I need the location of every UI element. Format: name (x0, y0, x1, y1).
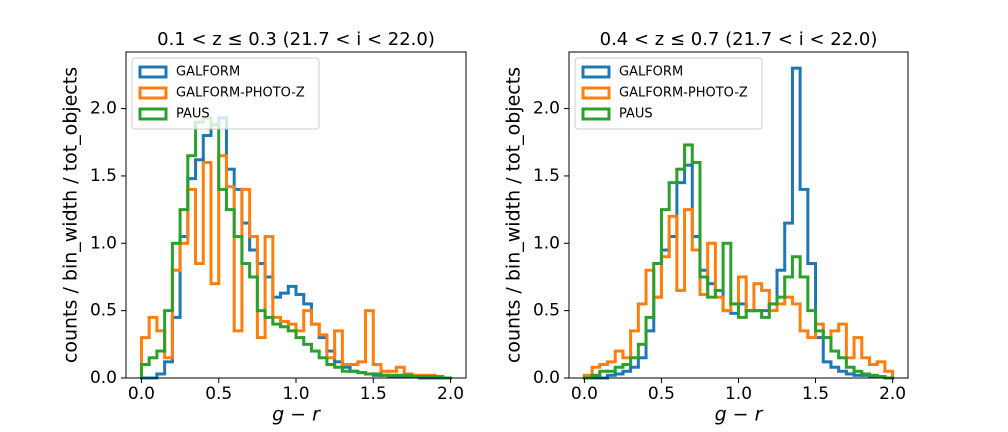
x-tick-label: 0.5 (648, 384, 675, 404)
y-axis-label: counts / bin_width / tot_objects (60, 67, 82, 363)
y-tick-label: 1.0 (90, 233, 117, 253)
y-tick-label: 0.5 (90, 301, 117, 321)
legend-box (131, 57, 320, 130)
x-tick-label: 1.0 (725, 384, 752, 404)
legend-label: PAUS (619, 107, 653, 122)
x-tick-label: 1.5 (360, 384, 387, 404)
x-tick-label: 1.5 (802, 384, 829, 404)
plot (139, 116, 453, 380)
chart-title: 0.4 < z ≤ 0.7 (21.7 < i < 22.0) (600, 29, 878, 50)
x-tick-label: 2.0 (879, 384, 906, 404)
legend-swatch (138, 65, 168, 79)
legend-label: GALFORM (176, 65, 240, 80)
y-tick-label: 2.0 (90, 99, 117, 119)
y-tick-label: 0.0 (533, 368, 560, 388)
x-tick-label: 1.0 (282, 384, 309, 404)
x-tick-label: 0.5 (205, 384, 232, 404)
y-tick-label: 1.0 (533, 233, 560, 253)
x-tick-label: 0.0 (128, 384, 155, 404)
x-tick-label: 0.0 (571, 384, 598, 404)
y-tick-label: 0.0 (90, 368, 117, 388)
y-tick-label: 1.5 (90, 166, 117, 186)
legend-label: GALFORM (619, 65, 683, 80)
legend-label: GALFORM-PHOTO-Z (619, 86, 748, 101)
plot (582, 66, 895, 380)
legend-swatch (581, 107, 611, 121)
x-axis-label: g − r (715, 404, 764, 426)
legend-swatch (138, 86, 168, 100)
x-axis-label: g − r (272, 404, 321, 426)
chart-title: 0.1 < z ≤ 0.3 (21.7 < i < 22.0) (157, 29, 435, 50)
histogram-series (582, 208, 895, 378)
y-tick-label: 1.5 (533, 166, 560, 186)
legend-swatch (581, 86, 611, 100)
x-tick-label: 2.0 (437, 384, 464, 404)
legend-swatch (138, 107, 168, 121)
legend-label: GALFORM-PHOTO-Z (176, 86, 305, 101)
histogram-series (139, 116, 453, 380)
legend-swatch (581, 65, 611, 79)
y-axis-label: counts / bin_width / tot_objects (503, 67, 525, 363)
y-tick-label: 2.0 (533, 99, 560, 119)
y-tick-label: 0.5 (533, 301, 560, 321)
legend-box (574, 57, 763, 130)
legend-label: PAUS (176, 107, 210, 122)
